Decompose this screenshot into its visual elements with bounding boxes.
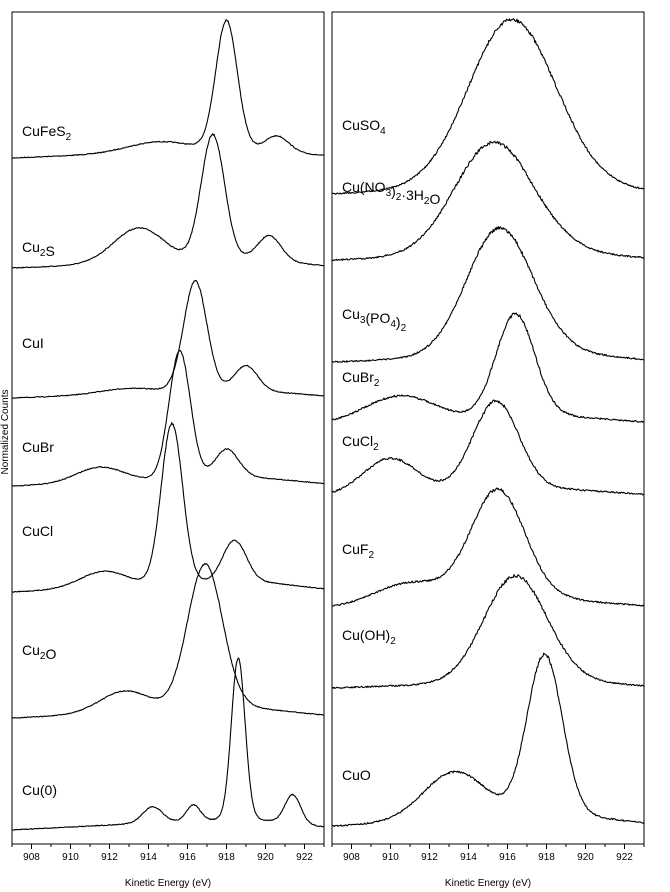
series-label: CuFeS2 [22, 123, 72, 143]
series-line [331, 140, 645, 262]
x-tick-label: 918 [538, 852, 555, 863]
series-line [331, 574, 645, 689]
plot-frame [331, 11, 645, 845]
series-line [11, 279, 325, 399]
series-label: Cu(0) [22, 782, 57, 798]
left-panel: 908 910 912 914 916 918 920 922 Kinetic Energy (… [11, 11, 325, 889]
x-tick-label: 922 [296, 852, 313, 863]
x-axis-title: Kinetic Energy (eV) [445, 878, 531, 889]
x-tick-label: 908 [23, 852, 40, 863]
series-line [11, 19, 325, 159]
series-line [331, 487, 645, 607]
x-tick-label: 914 [140, 852, 157, 863]
y-axis-label: Normalized Counts [0, 389, 11, 474]
series-label: CuF2 [342, 541, 374, 561]
series-label: CuO [342, 767, 371, 783]
series-label: CuCl2 [342, 433, 379, 453]
series-label: Cu(NO3)2·3H2O [342, 179, 440, 207]
series-label: Cu(OH)2 [342, 627, 396, 647]
x-tick-label: 914 [460, 852, 477, 863]
x-tick-label: 920 [257, 852, 274, 863]
x-tick-label: 920 [577, 852, 594, 863]
series-line [332, 652, 645, 828]
series-line [331, 399, 645, 496]
series-label: Cu2S [22, 239, 55, 259]
series-line [11, 133, 325, 269]
right-panel: 908 910 912 914 916 918 920 922 Kinetic Energy (… [331, 11, 645, 889]
series-line [331, 18, 645, 195]
x-tick-label: 910 [62, 852, 79, 863]
x-tick-label: 922 [616, 852, 633, 863]
series-label: Cu2O [22, 642, 56, 662]
series-line [11, 562, 325, 719]
x-tick-label: 916 [179, 852, 196, 863]
series-line [11, 422, 325, 593]
series-line [331, 312, 645, 423]
series-label: CuBr [22, 439, 54, 455]
series-line [11, 657, 324, 831]
series-line [11, 349, 325, 487]
x-tick-label: 918 [218, 852, 235, 863]
series-label: CuSO4 [342, 117, 386, 137]
x-tick-label: 910 [382, 852, 399, 863]
series-label: CuCl [22, 523, 53, 539]
series-line [331, 226, 645, 363]
series-label: CuI [22, 335, 44, 351]
series-label: Cu3(PO4)2 [342, 306, 407, 334]
x-tick-label: 916 [499, 852, 516, 863]
x-axis-title: Kinetic Energy (eV) [125, 878, 211, 889]
x-tick-label: 912 [101, 852, 118, 863]
x-tick-label: 908 [343, 852, 360, 863]
x-tick-label: 912 [421, 852, 438, 863]
series-label: CuBr2 [342, 369, 380, 389]
